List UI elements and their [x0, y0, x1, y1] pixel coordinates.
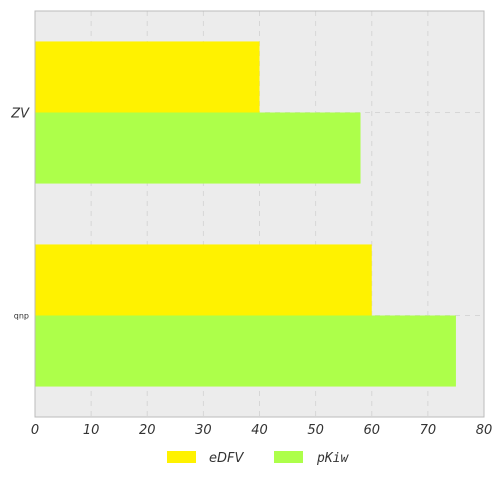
x-tick-label: 30: [195, 423, 212, 438]
x-tick-label: 60: [363, 423, 380, 438]
x-tick-label: 80: [476, 423, 493, 438]
bar-pKiw-ZV: [35, 112, 361, 184]
legend: eDFV pKiw: [167, 451, 349, 466]
x-tick-label: 20: [139, 423, 156, 438]
legend-swatch: [274, 451, 303, 463]
category-label: ZV: [10, 107, 30, 122]
x-axis-ticks: 0 10 20 30 40 50 60 70 80: [31, 423, 492, 438]
category-label: qnp: [14, 312, 29, 321]
y-axis-categories: ZV qnp: [10, 107, 30, 321]
x-tick-label: 50: [307, 423, 324, 438]
bars: [35, 41, 456, 387]
legend-label: pKiw: [316, 451, 349, 466]
legend-label: eDFV: [209, 451, 244, 466]
x-tick-label: 10: [83, 423, 100, 438]
x-tick-label: 40: [251, 423, 268, 438]
x-tick-label: 70: [420, 423, 437, 438]
x-tick-label: 0: [31, 423, 39, 438]
bar-pKiw-qnp: [35, 315, 456, 387]
legend-swatch: [167, 451, 196, 463]
bar-eDFV-qnp: [35, 244, 372, 316]
bar-eDFV-ZV: [35, 41, 260, 113]
plot-frame: [34, 10, 485, 418]
